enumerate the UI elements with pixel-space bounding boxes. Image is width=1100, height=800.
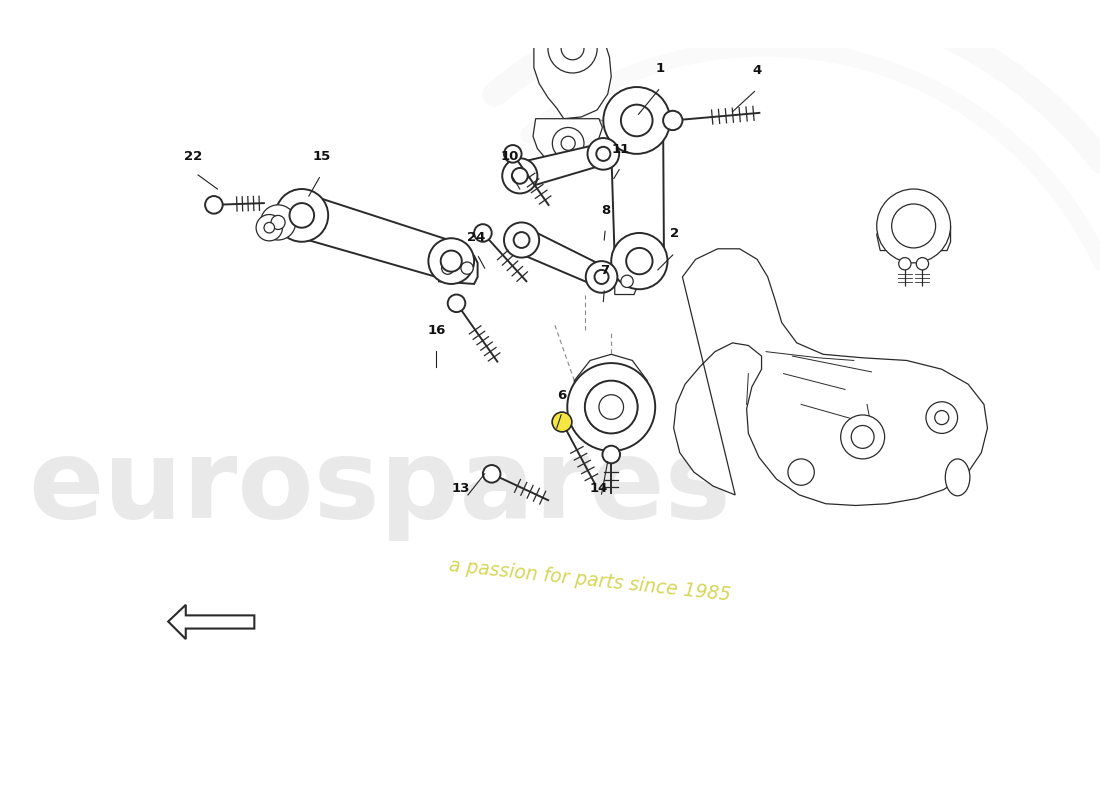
- Circle shape: [428, 238, 474, 284]
- Polygon shape: [610, 120, 664, 262]
- Circle shape: [275, 189, 328, 242]
- Text: 7: 7: [601, 264, 609, 277]
- Circle shape: [585, 381, 638, 434]
- Text: 11: 11: [612, 142, 630, 156]
- Text: 6: 6: [558, 389, 566, 402]
- Polygon shape: [168, 605, 254, 639]
- Polygon shape: [877, 226, 950, 250]
- Text: 13: 13: [452, 482, 470, 495]
- Text: 2: 2: [670, 227, 679, 240]
- Text: 15: 15: [312, 150, 331, 162]
- Polygon shape: [516, 228, 606, 286]
- Circle shape: [916, 258, 928, 270]
- Circle shape: [899, 258, 911, 270]
- Circle shape: [568, 363, 656, 451]
- Polygon shape: [534, 11, 612, 118]
- Circle shape: [620, 105, 652, 136]
- Circle shape: [626, 248, 652, 274]
- Circle shape: [474, 224, 492, 242]
- Polygon shape: [673, 249, 988, 506]
- Circle shape: [603, 446, 620, 463]
- Text: a passion for parts since 1985: a passion for parts since 1985: [449, 556, 732, 605]
- Circle shape: [935, 410, 949, 425]
- Polygon shape: [439, 253, 477, 284]
- Text: 4: 4: [752, 63, 762, 77]
- Text: 24: 24: [466, 230, 485, 243]
- Circle shape: [594, 270, 608, 284]
- Circle shape: [503, 158, 538, 194]
- Circle shape: [271, 215, 285, 230]
- Circle shape: [256, 214, 283, 241]
- Text: 14: 14: [590, 482, 608, 495]
- Circle shape: [561, 37, 584, 60]
- Circle shape: [552, 412, 572, 432]
- Circle shape: [840, 415, 884, 459]
- Circle shape: [514, 232, 529, 248]
- Circle shape: [851, 426, 874, 448]
- Circle shape: [461, 262, 473, 274]
- Text: 16: 16: [427, 324, 446, 337]
- Circle shape: [612, 233, 668, 290]
- Circle shape: [598, 394, 624, 419]
- Circle shape: [483, 465, 500, 482]
- Circle shape: [261, 205, 296, 240]
- Polygon shape: [574, 354, 647, 402]
- Ellipse shape: [945, 459, 970, 496]
- Circle shape: [788, 459, 814, 486]
- Text: 22: 22: [184, 150, 202, 162]
- Circle shape: [561, 136, 575, 150]
- Circle shape: [548, 24, 597, 73]
- Circle shape: [205, 196, 222, 214]
- Polygon shape: [517, 144, 606, 189]
- Circle shape: [663, 110, 682, 130]
- Circle shape: [441, 262, 454, 274]
- Circle shape: [926, 402, 958, 434]
- Polygon shape: [296, 194, 456, 280]
- Text: 8: 8: [602, 204, 610, 217]
- Circle shape: [448, 294, 465, 312]
- Polygon shape: [534, 118, 603, 165]
- Circle shape: [596, 147, 611, 161]
- Circle shape: [264, 222, 275, 233]
- Circle shape: [504, 222, 539, 258]
- Circle shape: [892, 204, 936, 248]
- Circle shape: [620, 275, 634, 287]
- Polygon shape: [615, 268, 637, 294]
- Circle shape: [552, 412, 572, 432]
- Circle shape: [512, 168, 528, 184]
- Circle shape: [587, 138, 619, 170]
- Circle shape: [441, 250, 462, 272]
- Text: 10: 10: [500, 150, 518, 162]
- Circle shape: [585, 381, 638, 434]
- Text: eurospares: eurospares: [28, 434, 730, 542]
- Circle shape: [603, 87, 670, 154]
- Circle shape: [504, 145, 521, 162]
- Circle shape: [585, 261, 617, 293]
- Circle shape: [877, 189, 950, 263]
- Circle shape: [552, 127, 584, 159]
- Text: 1: 1: [656, 62, 666, 74]
- Circle shape: [289, 203, 315, 228]
